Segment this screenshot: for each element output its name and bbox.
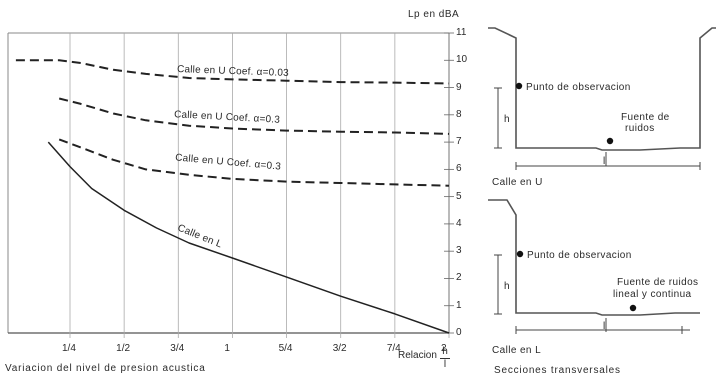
x-tick-label: 1/2 bbox=[116, 343, 131, 354]
u-observation-label: Punto de observacion bbox=[526, 82, 631, 93]
y-tick-label: 6 bbox=[456, 163, 462, 175]
l-source-label-1: Fuente de ruidos bbox=[617, 277, 699, 288]
l-source-label-2: lineal y continua bbox=[613, 289, 692, 300]
series-line-1 bbox=[58, 97, 450, 135]
x-tick-label: 7/4 bbox=[386, 343, 401, 354]
l-section-profile bbox=[488, 199, 700, 316]
y-tick-label: 1 bbox=[456, 299, 462, 311]
u-source-label-1: Fuente de bbox=[621, 112, 670, 123]
u-source-label-2: ruidos bbox=[625, 123, 655, 134]
y-tick-label: 5 bbox=[456, 190, 462, 202]
x-tick-label: 1 bbox=[224, 343, 230, 354]
l-noise-source bbox=[629, 304, 637, 312]
y-tick-label: 9 bbox=[456, 81, 462, 93]
ratio-numerator: h bbox=[442, 346, 448, 357]
unit-label: Lp en dBA bbox=[408, 9, 460, 20]
y-tick-label: 2 bbox=[456, 272, 462, 284]
l-h-label: h bbox=[504, 281, 510, 292]
y-tick-label: 7 bbox=[456, 136, 462, 148]
y-tick-label: 3 bbox=[456, 245, 462, 257]
y-tick-label: 11 bbox=[456, 27, 467, 38]
series-line-3 bbox=[47, 141, 450, 334]
l-observation-label: Punto de observacion bbox=[527, 250, 632, 261]
sections-caption: Secciones transversales bbox=[494, 365, 621, 376]
y-tick-label: 8 bbox=[456, 108, 462, 120]
u-noise-source bbox=[606, 137, 614, 145]
l-l-label: l bbox=[603, 321, 606, 332]
series-line-2 bbox=[58, 138, 450, 187]
x-tick-label: 5/4 bbox=[278, 343, 293, 354]
u-h-label: h bbox=[504, 114, 510, 125]
u-l-label: l bbox=[603, 156, 606, 167]
l-section-label: Calle en L bbox=[492, 345, 542, 356]
y-tick-label: 0 bbox=[456, 327, 462, 338]
series-group bbox=[15, 59, 450, 334]
u-observation-point bbox=[515, 82, 523, 90]
ratio-denominator: l bbox=[443, 359, 447, 370]
grid-lines bbox=[69, 33, 450, 338]
x-tick-label: 3/4 bbox=[170, 343, 185, 354]
u-section-label: Calle en U bbox=[492, 177, 543, 188]
chart-caption: Variacion del nivel de presion acustica bbox=[5, 363, 206, 374]
l-observation-point bbox=[516, 250, 524, 258]
ratio-fraction-bar bbox=[440, 358, 450, 359]
x-tick-label: 1/4 bbox=[62, 343, 76, 354]
y-tick-label: 10 bbox=[456, 54, 468, 66]
x-tick-label: 3/2 bbox=[332, 343, 347, 354]
ratio-label: Relacion bbox=[398, 350, 437, 361]
x-tick-label: 2 bbox=[441, 343, 447, 354]
y-tick-label: 4 bbox=[456, 217, 462, 229]
u-section-profile bbox=[488, 27, 716, 151]
